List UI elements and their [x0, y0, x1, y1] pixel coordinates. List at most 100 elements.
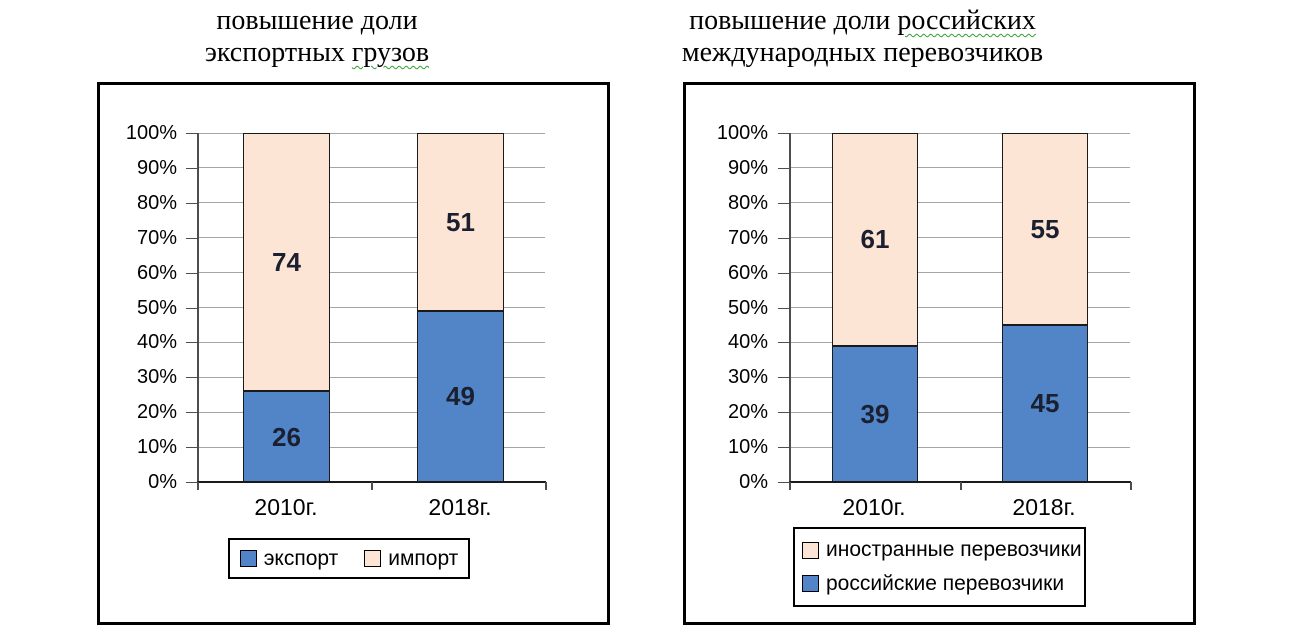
gridline	[789, 446, 1130, 448]
gridline	[789, 202, 1130, 204]
legend-label-export: экспорт	[263, 546, 339, 570]
y-axis-tick-label: 0%	[148, 471, 177, 493]
legend-item-foreign-carriers: иностранные перевозчики	[802, 538, 1082, 562]
y-axis-tick	[778, 377, 789, 379]
y-axis-tick	[778, 202, 789, 204]
legend-item-export: экспорт	[239, 546, 339, 571]
gridline	[197, 167, 545, 169]
chart1-title-line1: повышение доли	[97, 5, 537, 37]
y-axis-tick-label: 30%	[727, 366, 768, 389]
gridline	[197, 411, 545, 413]
title-text: повышение доли	[216, 5, 418, 36]
y-axis-tick-label: 0%	[739, 471, 768, 493]
chart2-title-line1: повышение доли российских	[650, 5, 1075, 37]
bar-segment-peach	[832, 133, 918, 346]
y-axis-tick	[778, 167, 789, 169]
bar-segment-blue	[243, 391, 330, 482]
bar-value-label: 39	[860, 398, 890, 429]
bar-segment-blue	[832, 345, 918, 482]
bar-segment-blue	[417, 310, 504, 482]
x-category-label: 2010г.	[842, 494, 906, 520]
y-axis-tick	[186, 133, 197, 134]
bar-segment-blue	[1002, 324, 1088, 482]
y-axis-tick	[778, 133, 789, 134]
y-axis-tick	[186, 412, 197, 414]
y-axis-line	[789, 133, 791, 482]
y-axis-tick-label: 30%	[136, 366, 177, 389]
y-axis-tick	[186, 237, 197, 239]
gridline	[197, 272, 545, 274]
y-axis-tick-label: 10%	[727, 436, 768, 459]
bar-value-label: 26	[272, 421, 301, 452]
x-axis-boundary-tick	[1130, 482, 1132, 490]
chart1-legend: экспорт импорт	[228, 538, 470, 579]
gridline	[197, 446, 545, 448]
chart1-panel: 0% 10% 20% 30% 40% 50% 60% 70% 80% 90% 100% 26 74 201…	[97, 82, 610, 625]
chart2-panel: 0% 10% 20% 30% 40% 50% 60% 70% 80% 90% 100% 39 61 201…	[683, 82, 1196, 625]
foreign-carriers-swatch-icon	[802, 541, 819, 559]
y-axis-tick-label: 60%	[727, 261, 768, 284]
gridline	[197, 237, 545, 239]
y-axis-tick	[186, 202, 197, 204]
y-axis-tick-label: 90%	[136, 156, 177, 179]
y-axis-tick-label: 50%	[136, 296, 177, 319]
chart2-legend: иностранные перевозчики российские перев…	[793, 527, 1086, 607]
y-axis-tick	[778, 237, 789, 239]
y-axis-tick-label: 100%	[716, 122, 768, 144]
y-axis-tick	[778, 342, 789, 344]
y-axis-tick-label: 50%	[727, 296, 768, 319]
bar-segment-peach	[1002, 133, 1088, 325]
gridline	[197, 376, 545, 378]
y-axis-tick-label: 70%	[136, 226, 177, 249]
title-text: повышение доли	[689, 5, 898, 36]
y-axis-tick	[778, 447, 789, 449]
y-axis-tick-label: 80%	[727, 191, 768, 214]
legend-item-russian-carriers: российские перевозчики	[802, 572, 1064, 596]
y-axis-tick	[778, 272, 789, 274]
y-axis-tick-label: 10%	[136, 436, 177, 459]
gridline	[789, 341, 1130, 343]
legend-label-russian-carriers: российские перевозчики	[826, 571, 1065, 595]
gridline	[789, 237, 1130, 239]
x-category-label: 2010г.	[254, 494, 318, 520]
legend-label-foreign-carriers: иностранные перевозчики	[826, 538, 1082, 562]
x-category-label: 2018г.	[1012, 494, 1076, 520]
chart2-title-line2: международных перевозчиков	[650, 37, 1075, 69]
y-axis-tick	[186, 272, 197, 274]
bar-value-label: 51	[446, 206, 475, 237]
y-axis-tick	[778, 412, 789, 414]
y-axis-tick	[186, 377, 197, 379]
legend-label-import: импорт	[388, 546, 459, 570]
bar-value-label: 74	[272, 247, 301, 278]
russian-carriers-swatch-icon	[802, 575, 819, 593]
y-axis-tick	[186, 482, 197, 483]
x-category-label: 2018г.	[428, 494, 492, 520]
y-axis-tick-label: 60%	[136, 261, 177, 284]
y-axis-tick-label: 70%	[727, 226, 768, 249]
gridline	[197, 202, 545, 204]
bar-segment-peach	[243, 133, 330, 392]
gridline	[789, 411, 1130, 413]
y-axis-tick	[186, 167, 197, 169]
gridline	[197, 307, 545, 308]
gridline	[197, 341, 545, 343]
legend-item-import: импорт	[364, 547, 458, 571]
y-axis-tick-label: 100%	[125, 122, 177, 144]
import-swatch-icon	[364, 550, 382, 567]
gridline	[789, 376, 1130, 378]
bar-value-label: 45	[1030, 388, 1060, 419]
y-axis-tick-label: 20%	[136, 401, 177, 424]
export-swatch-icon	[239, 550, 257, 567]
gridline	[789, 132, 1130, 134]
y-axis-tick	[778, 482, 789, 483]
bar-value-label: 55	[1030, 213, 1060, 244]
y-axis-tick	[186, 447, 197, 449]
gridline	[197, 132, 545, 134]
chart1-plot-area: 0% 10% 20% 30% 40% 50% 60% 70% 80% 90% 100% 26 74 201…	[100, 85, 607, 622]
y-axis-tick	[186, 307, 197, 309]
x-axis-boundary-tick	[545, 482, 547, 490]
chart2-plot-area: 0% 10% 20% 30% 40% 50% 60% 70% 80% 90% 100% 39 61 201…	[686, 85, 1193, 622]
title-text-squiggled: грузов	[351, 37, 430, 68]
bar-segment-peach	[417, 133, 504, 311]
